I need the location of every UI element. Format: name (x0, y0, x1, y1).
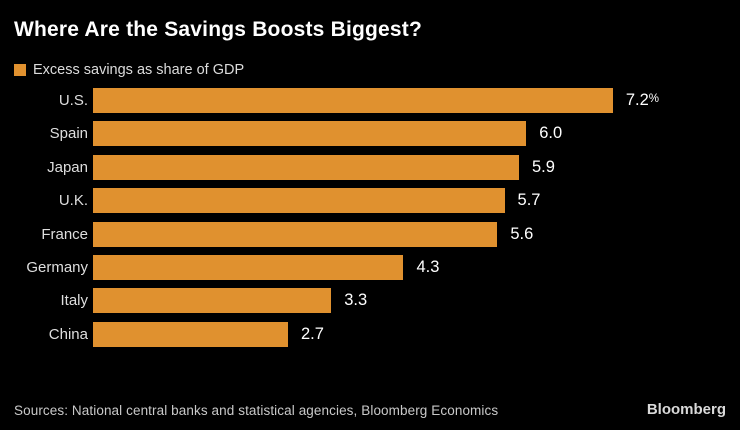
value-number: 5.9 (531, 157, 555, 176)
chart-title: Where Are the Savings Boosts Biggest? (14, 18, 423, 41)
bar (93, 188, 505, 214)
bar (93, 254, 404, 280)
value-number: 5.6 (510, 224, 534, 243)
source-note: Sources: National central banks and stat… (14, 403, 499, 418)
footer: Sources: National central banks and stat… (0, 401, 740, 418)
category-label: U.K. (58, 192, 88, 210)
value-label: 5.6 (510, 225, 533, 244)
value-label: 5.9 (532, 158, 555, 177)
value-label: 4.3 (416, 258, 439, 277)
bar-row: France 5.6 (0, 221, 740, 247)
value-number: 7.2 (625, 91, 649, 109)
category-label: France (41, 225, 88, 243)
category-label: Italy (60, 292, 88, 310)
value-label: 3.3 (344, 291, 367, 310)
value-label: 2.7 (301, 325, 324, 344)
category-label: Japan (47, 158, 88, 176)
category-label: Spain (49, 125, 88, 143)
bloomberg-logo: Bloomberg (646, 401, 726, 418)
value-label: 6.0 (539, 124, 562, 143)
bar (93, 88, 613, 113)
value-number: 4.3 (416, 257, 440, 276)
bar-chart: U.S. 7.2% Spain 6.0 Japan 5.9 U.K. 5.7 France 5.6… (0, 88, 740, 355)
bar-row: U.K. 5.7 (0, 188, 740, 214)
value-number: 2.7 (300, 324, 324, 343)
bar (93, 321, 288, 347)
category-label: U.S. (58, 92, 88, 109)
bar (93, 288, 332, 314)
value-number: 5.7 (517, 191, 541, 210)
value-label: 7.2% (626, 91, 659, 110)
bar-row: Spain 6.0 (0, 121, 740, 147)
category-label: Germany (26, 258, 88, 276)
legend: Excess savings as share of GDP (14, 62, 244, 78)
category-label: China (48, 325, 88, 343)
bar-row: China 2.7 (0, 321, 740, 347)
value-number: 6.0 (539, 124, 563, 143)
legend-label: Excess savings as share of GDP (33, 62, 245, 78)
bar-row: Germany 4.3 (0, 254, 740, 280)
value-number: 3.3 (344, 291, 368, 310)
legend-swatch-icon (14, 64, 26, 76)
bar (93, 221, 498, 247)
bar (93, 121, 527, 147)
bar-row: Italy 3.3 (0, 288, 740, 314)
percent-suffix: % (648, 93, 660, 105)
bar (93, 154, 519, 180)
value-label: 5.7 (518, 191, 541, 210)
bar-row: U.S. 7.2% (0, 88, 740, 113)
bar-row: Japan 5.9 (0, 154, 740, 180)
